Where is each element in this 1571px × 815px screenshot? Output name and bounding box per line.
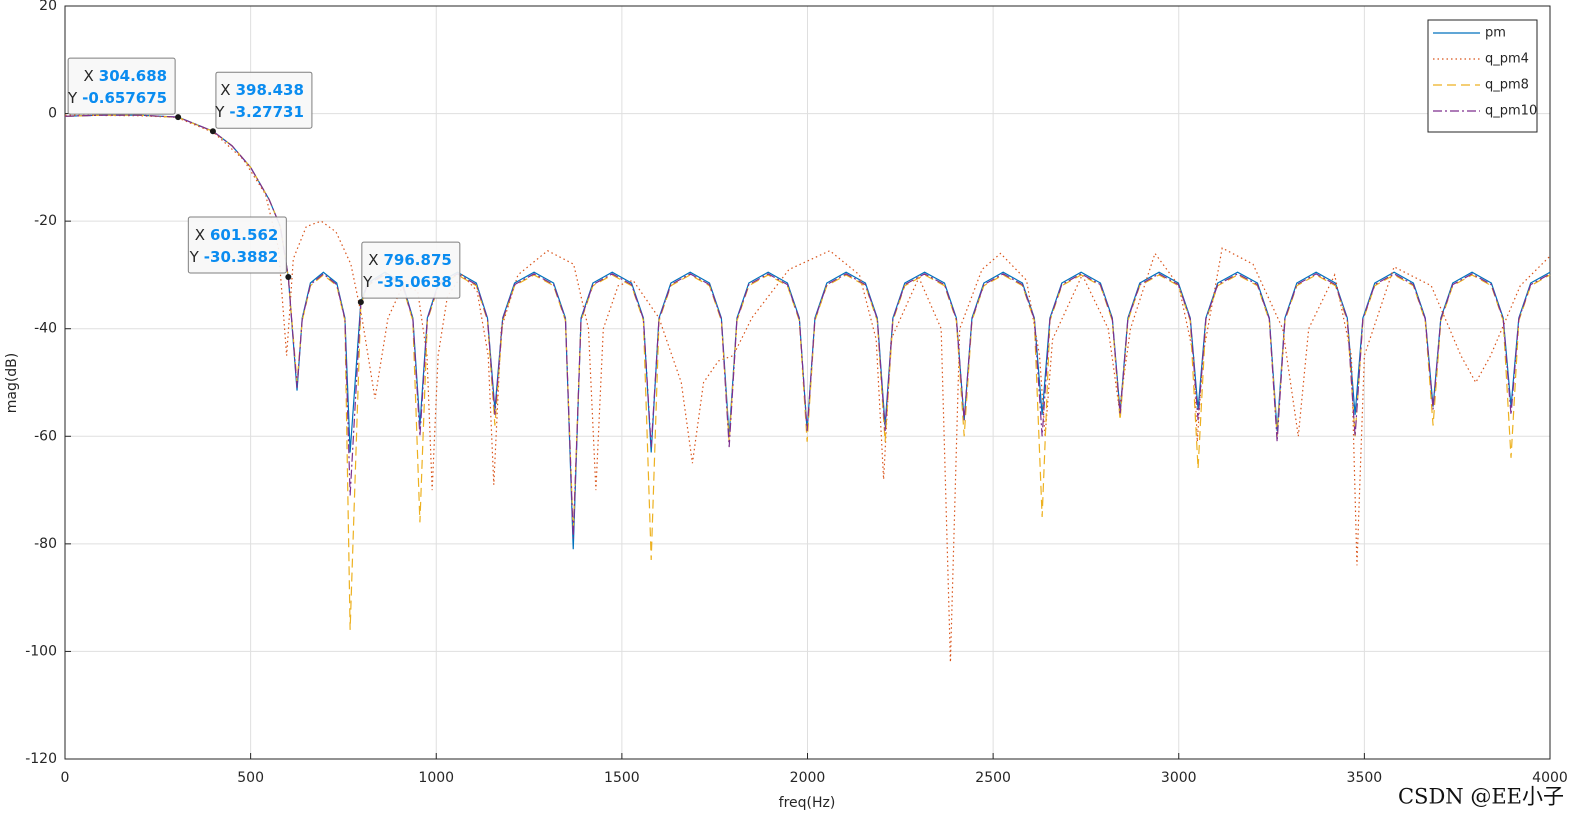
y-tick-label: -80 (34, 536, 57, 552)
y-tick-label: -20 (34, 213, 57, 229)
datatip-marker (357, 299, 364, 306)
datatip-label: Y (362, 273, 373, 291)
datatip-value: -35.0638 (377, 273, 452, 291)
y-tick-label: -120 (25, 751, 57, 767)
datatip-marker (209, 128, 216, 135)
datatip-value: -30.3882 (204, 248, 279, 266)
datatip-box (67, 57, 176, 115)
datatip-box (215, 71, 313, 129)
datatip-value: -0.657675 (82, 89, 167, 107)
datatip-label: X (84, 67, 94, 85)
x-tick-label: 3500 (1347, 770, 1383, 786)
datatip-line: Y -35.0638 (362, 273, 452, 291)
datatip-line: Y -3.27731 (214, 103, 304, 121)
y-tick-label: -60 (34, 428, 57, 444)
series-line (64, 114, 1551, 539)
datatip-marker (285, 274, 292, 281)
x-tick-label: 4000 (1532, 770, 1568, 786)
x-tick-label: 1000 (418, 770, 454, 786)
datatip-value: -3.27731 (229, 103, 304, 121)
y-tick-label: -100 (25, 643, 57, 659)
datatip-label: Y (67, 89, 78, 107)
x-tick-label: 500 (237, 770, 264, 786)
y-tick-label: 0 (48, 106, 57, 122)
x-tick-label: 0 (61, 770, 70, 786)
y-tick-label: 20 (39, 0, 57, 14)
datatip-box (187, 216, 287, 274)
datatip-box (361, 241, 461, 299)
datatip-label: X (220, 81, 230, 99)
datatip-line: X 398.438 (220, 81, 304, 99)
datatip-value: 304.688 (99, 67, 167, 85)
datatip-marker (175, 114, 182, 121)
datatip-label: X (195, 226, 205, 244)
datatip-value: 398.438 (236, 81, 304, 99)
y-axis-label: mag(dB) (4, 353, 20, 414)
x-tick-label: 2500 (975, 770, 1011, 786)
datatip-label: Y (214, 103, 225, 121)
watermark: CSDN @EE小子 (1398, 785, 1564, 809)
legend-box (1427, 19, 1538, 133)
legend-label: q_pm8 (1485, 78, 1529, 93)
axes-box (64, 5, 1551, 760)
y-tick-label: -40 (34, 321, 57, 337)
datatip-line: Y -0.657675 (67, 89, 167, 107)
datatip-line: X 796.875 (368, 251, 452, 269)
datatip-value: 796.875 (384, 251, 452, 269)
datatip-label: X (368, 251, 378, 269)
x-tick-label: 3000 (1161, 770, 1197, 786)
legend-label: q_pm10 (1485, 104, 1537, 119)
x-axis-label: freq(Hz) (779, 795, 836, 811)
datatip-line: X 601.562 (195, 226, 279, 244)
datatip-line: Y -30.3882 (189, 248, 279, 266)
x-tick-label: 2000 (790, 770, 826, 786)
legend-label: pm (1485, 26, 1506, 41)
x-tick-label: 1500 (604, 770, 640, 786)
series-line (64, 114, 1551, 663)
legend-label: q_pm4 (1485, 52, 1529, 67)
datatip-value: 601.562 (210, 226, 278, 244)
datatip-label: Y (189, 248, 200, 266)
datatip-line: X 304.688 (84, 67, 168, 85)
